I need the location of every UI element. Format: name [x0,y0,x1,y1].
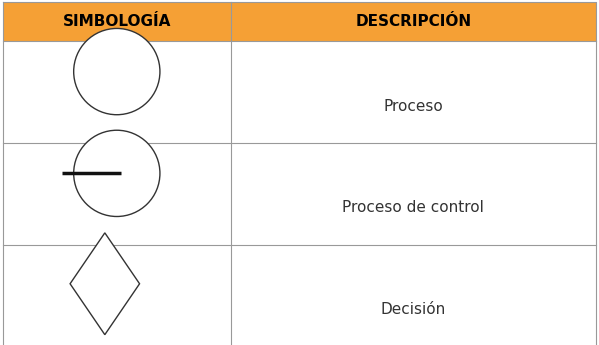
Bar [3,245,596,345]
Ellipse shape [74,130,160,217]
Bar [3,2,596,41]
Text: Decisión: Decisión [381,302,446,317]
Polygon shape [70,233,140,335]
Text: DESCRIPCIÓN: DESCRIPCIÓN [355,14,471,29]
Text: Proceso: Proceso [383,99,443,114]
Text: SIMBOLOGÍA: SIMBOLOGÍA [63,14,171,29]
Bar [3,143,596,245]
Text: Proceso de control: Proceso de control [343,200,484,215]
Bar [3,41,596,143]
Ellipse shape [74,28,160,115]
